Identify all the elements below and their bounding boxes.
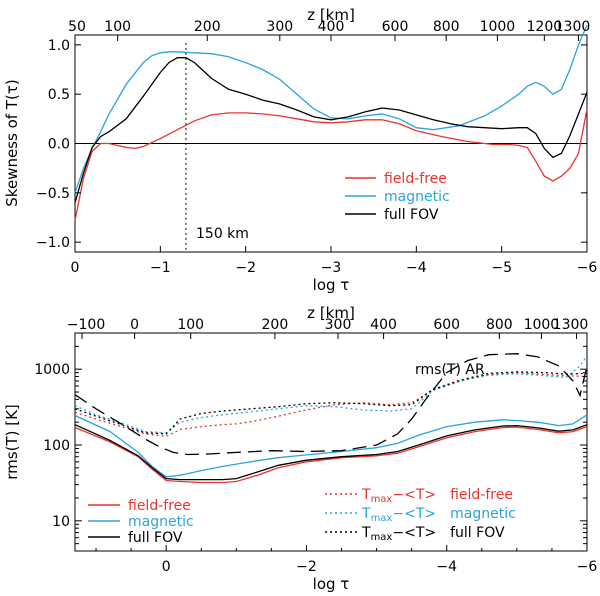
x-tick-label: −2 (235, 260, 256, 276)
top-tick-label: 800 (486, 317, 513, 333)
skewness-legend: field-free magnetic full FOV (345, 171, 450, 223)
top-tick-label: 600 (433, 317, 460, 333)
legend-label-full-fov: full FOV (128, 530, 183, 546)
vline-label: 150 km (196, 226, 249, 242)
rms-series-group (74, 353, 588, 484)
x-tick-label: −6 (577, 559, 598, 575)
series-line-field-free (74, 108, 588, 221)
skewness-panel: 0 −1 −2 −3 −4 −5 −6 −1.0 −0.5 0.0 0.5 1.0 50 100 200 30… (3, 6, 597, 294)
top-tick-label: 100 (177, 317, 204, 333)
top-tick-label: 300 (266, 19, 293, 35)
x-tick-label: −5 (491, 260, 512, 276)
x-tick-label: −2 (296, 559, 317, 575)
series-line-full-fov (74, 57, 588, 203)
x-tick-label: −1 (150, 260, 171, 276)
rms-ar-annotation: rms(T) AR (415, 362, 485, 378)
top-tick-label: 600 (382, 19, 409, 35)
top-tick-label: 50 (68, 19, 86, 35)
series-line-magnetic (74, 414, 588, 478)
series-line-magnetic (74, 24, 588, 194)
top-tick-label: 1000 (524, 317, 560, 333)
top-tick-label: 1200 (527, 19, 563, 35)
rms-y-axis-label: rms(T) [K] (3, 404, 21, 480)
y-tick-label: 0.0 (48, 137, 70, 153)
y-tick-label: 1.0 (48, 38, 70, 54)
skewness-x-axis-label: log τ (313, 276, 350, 294)
legend-label-tmax-full-fov: Tmax−<T> full FOV (361, 525, 505, 543)
y-tick-label: −1.0 (36, 235, 70, 251)
x-tick-label: −4 (406, 260, 427, 276)
x-tick-label: −3 (321, 260, 342, 276)
legend-label-magnetic: magnetic (384, 189, 450, 205)
y-tick-label: 100 (43, 438, 70, 454)
rms-top-axis-label: z [km] (307, 304, 355, 322)
legend-label-magnetic: magnetic (128, 514, 194, 530)
top-tick-label: 0 (130, 317, 139, 333)
top-tick-label: −100 (67, 317, 105, 333)
y-tick-label: −0.5 (36, 186, 70, 202)
legend-label-field-free: field-free (384, 171, 447, 187)
series-line-full-fov (74, 424, 588, 481)
rms-ticks: 0 −2 −4 −6 10 100 1000 −100 0 100 200 300 400 600 800 1… (34, 317, 597, 575)
series-line-tmax-t-field-free (74, 371, 588, 438)
rms-x-axis-label: log τ (313, 575, 350, 593)
skewness-ticks: 0 −1 −2 −3 −4 −5 −6 −1.0 −0.5 0.0 0.5 1.0 50 100 200 30… (36, 19, 597, 276)
legend-label-tmax-magnetic: Tmax−<T> magnetic (361, 506, 516, 524)
legend-label-field-free: field-free (128, 498, 191, 514)
top-tick-label: 1300 (553, 317, 589, 333)
y-tick-label: 10 (52, 514, 70, 530)
x-tick-label: 0 (162, 559, 171, 575)
top-tick-label: 100 (104, 19, 131, 35)
legend-label-tmax-field-free: Tmax−<T> field-free (361, 487, 513, 505)
series-line-field-free (74, 425, 588, 484)
skewness-y-axis-label: Skewness of T(τ) (3, 79, 21, 206)
top-tick-label: 1000 (480, 19, 516, 35)
x-tick-label: −4 (436, 559, 457, 575)
rms-plot-frame (74, 332, 588, 552)
rms-legend-left: field-free magnetic full FOV (88, 498, 194, 546)
top-tick-label: 800 (433, 19, 460, 35)
series-line-tmax-t-magnetic (74, 355, 588, 434)
series-line-tmax-t-full-fov (74, 371, 588, 435)
rms-legend-right: Tmax−<T> field-free Tmax−<T> magnetic Tmax… (325, 487, 516, 543)
x-tick-label: −6 (577, 260, 598, 276)
skewness-top-axis-label: z [km] (307, 6, 355, 24)
legend-label-full-fov: full FOV (384, 207, 439, 223)
rms-panel: 0 −2 −4 −6 10 100 1000 −100 0 100 200 300 400 600 800 1… (3, 304, 597, 593)
top-tick-label: 200 (262, 317, 289, 333)
x-tick-label: 0 (71, 260, 80, 276)
y-tick-label: 0.5 (48, 87, 70, 103)
top-tick-label: 400 (318, 19, 345, 35)
skewness-series-group (74, 24, 588, 252)
top-tick-label: 300 (325, 317, 352, 333)
series-line-rms-t-ar (74, 353, 588, 456)
y-tick-label: 1000 (34, 362, 70, 378)
top-tick-label: 1300 (555, 19, 591, 35)
top-tick-label: 200 (194, 19, 221, 35)
top-tick-label: 400 (370, 317, 397, 333)
